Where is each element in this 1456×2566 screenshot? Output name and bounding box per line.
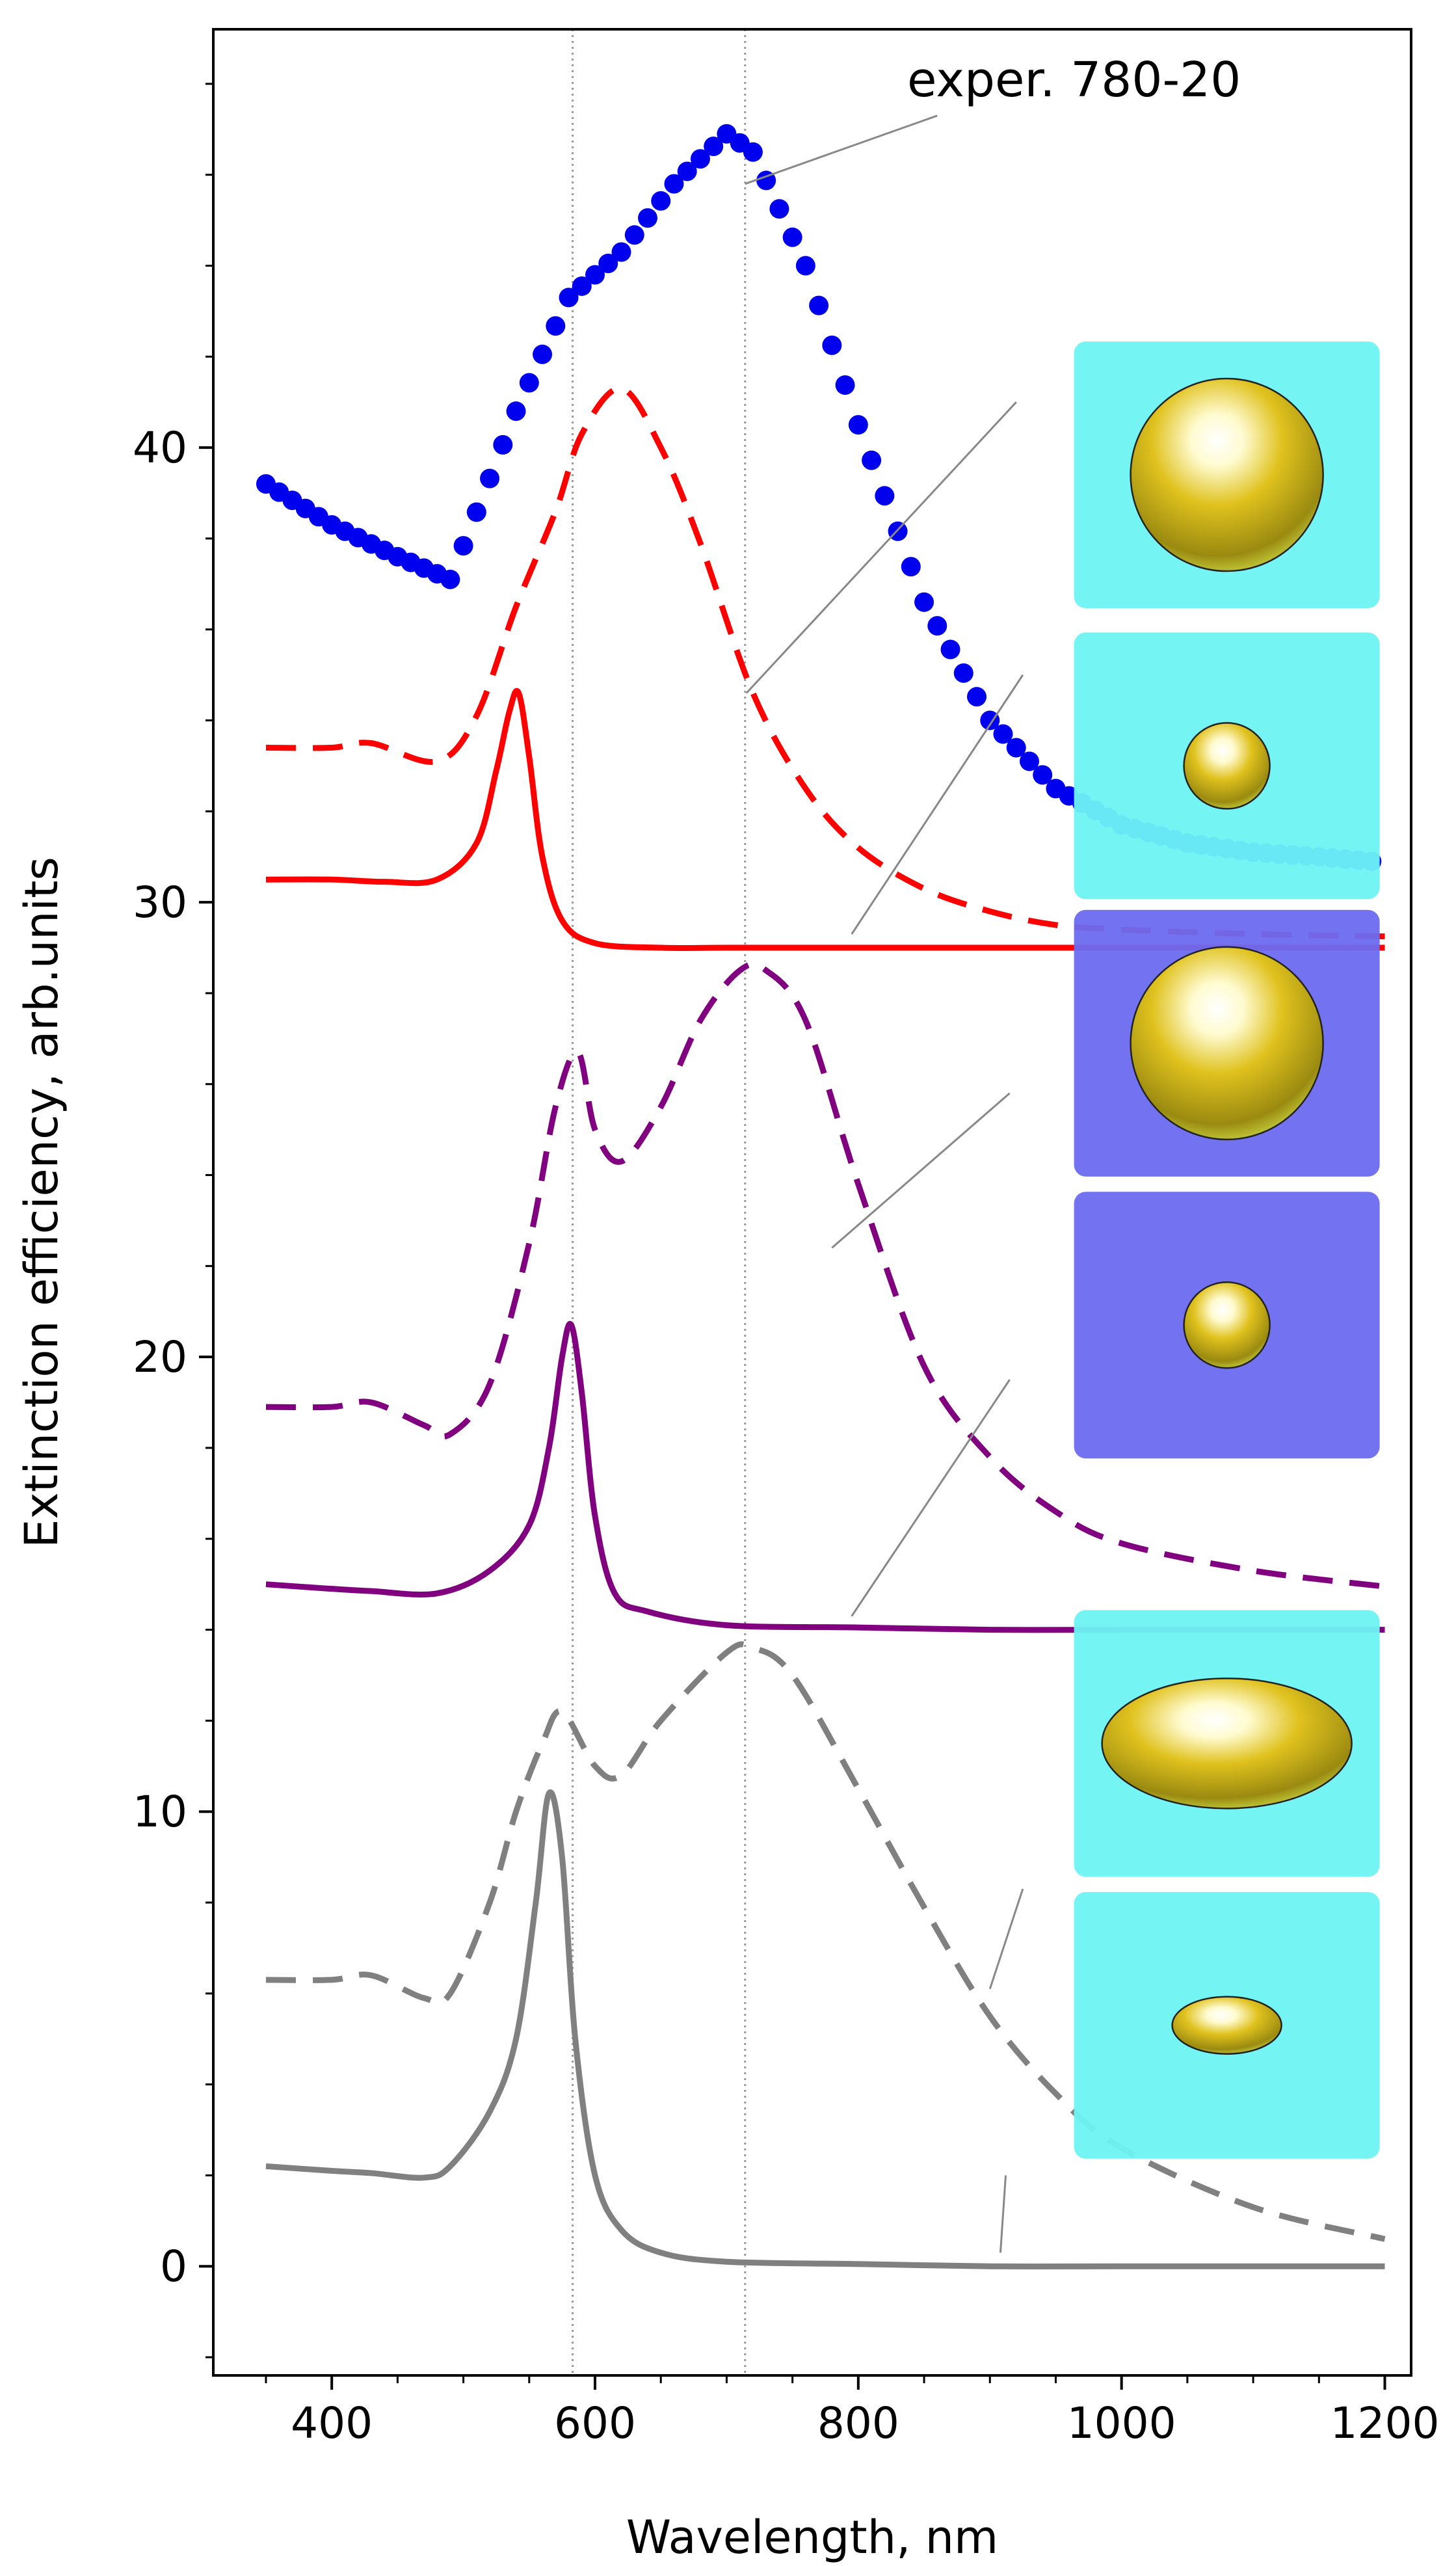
experiment-point: [967, 687, 987, 707]
experiment-point: [637, 208, 657, 228]
experiment-point: [493, 434, 513, 455]
x-tick-label: 1200: [1330, 2398, 1440, 2448]
experiment-point: [453, 536, 473, 556]
leader-line-gray-dashed: [988, 1888, 1024, 1990]
experiment-point: [704, 137, 724, 157]
y-axis-ticks: 0 10 20 30 40: [133, 83, 213, 2359]
y-tick-label: 10: [133, 1787, 187, 1837]
gold-particle: [1101, 1677, 1353, 1810]
experiment-point: [835, 375, 855, 395]
experiment-point: [1033, 765, 1053, 785]
y-tick-label: 0: [160, 2241, 187, 2292]
experiment-point: [519, 373, 539, 393]
leader-lines: [745, 114, 1024, 2253]
experiment-point: [611, 242, 631, 262]
experiment-point: [533, 344, 553, 364]
gold-particle: [1171, 1996, 1282, 2055]
experiment-point: [848, 415, 868, 435]
experiment-point: [559, 287, 579, 308]
experiment-point: [1006, 738, 1026, 758]
y-axis-label: Extinction efficiency, arb.units: [15, 857, 68, 1548]
x-axis-label: Wavelength, nm: [626, 2511, 998, 2564]
x-axis-ticks: 400 600 800 1000 1200: [265, 2375, 1440, 2448]
experiment-point: [862, 450, 882, 470]
gold-particle: [1130, 946, 1324, 1141]
experiment-point: [822, 335, 842, 355]
series-red-dashed: [265, 385, 1385, 940]
experiment-annotation: exper. 780-20: [907, 52, 1241, 108]
x-tick-label: 400: [291, 2398, 373, 2448]
x-tick-label: 800: [817, 2398, 899, 2448]
experiment-point: [440, 569, 460, 589]
leader-line-gray-solid: [999, 2175, 1007, 2253]
gold-particle: [1183, 722, 1271, 810]
inset-images: [1074, 341, 1380, 2159]
experiment-point: [1019, 751, 1039, 771]
inset-blue-small-sphere: [1074, 1192, 1380, 1459]
experiment-point: [743, 142, 763, 162]
y-tick-label: 30: [133, 877, 187, 928]
experiment-point: [809, 295, 829, 315]
experiment-point: [927, 616, 947, 636]
inset-cyan-small-spheroid: [1074, 1891, 1380, 2159]
experiment-point: [480, 468, 500, 488]
experiment-point: [585, 265, 605, 285]
experiment-point: [598, 254, 618, 274]
experiment-point: [651, 191, 671, 211]
series-red-solid: [265, 688, 1385, 952]
series-purple-solid: [265, 1320, 1385, 1633]
experiment-point: [993, 724, 1013, 744]
x-tick-label: 600: [554, 2398, 636, 2448]
experiment-point: [690, 149, 710, 169]
experiment-point: [624, 225, 644, 245]
experiment-point: [940, 639, 960, 660]
experiment-point: [572, 276, 592, 296]
experiment-point: [914, 592, 934, 612]
leader-line-red-dashed: [745, 401, 1017, 694]
x-tick-label: 1000: [1067, 2398, 1176, 2448]
leader-line-red-solid: [851, 674, 1024, 935]
y-tick-label: 20: [133, 1332, 187, 1382]
series-purple-dashed: [265, 961, 1386, 1590]
experiment-point: [769, 199, 789, 219]
experiment-point: [782, 227, 802, 247]
inset-cyan-large-spheroid: [1074, 1610, 1380, 1877]
experiment-point: [953, 663, 973, 683]
series-gray-dashed: [265, 1641, 1386, 2242]
plot-frame: [212, 28, 1412, 2377]
gold-particle: [1183, 1281, 1271, 1369]
experiment-point: [980, 710, 1000, 730]
inset-blue-large-sphere: [1074, 909, 1380, 1177]
leader-line-purple-solid: [851, 1379, 1011, 1617]
experiment-point: [795, 256, 815, 276]
experiment-point: [546, 316, 566, 336]
gold-particle: [1130, 377, 1324, 572]
leader-line-experiment: [745, 114, 938, 185]
inset-cyan-large-sphere: [1074, 341, 1380, 609]
experiment-point: [875, 486, 895, 506]
experiment-point: [677, 161, 697, 181]
leader-line-purple-dashed: [831, 1092, 1011, 1249]
inset-cyan-small-sphere: [1074, 632, 1380, 900]
y-tick-label: 40: [133, 423, 187, 473]
experiment-point: [901, 557, 921, 577]
experiment-point: [506, 401, 526, 421]
experiment-point: [466, 502, 486, 522]
series-gray-solid: [265, 1789, 1385, 2269]
experiment-point: [664, 174, 684, 194]
